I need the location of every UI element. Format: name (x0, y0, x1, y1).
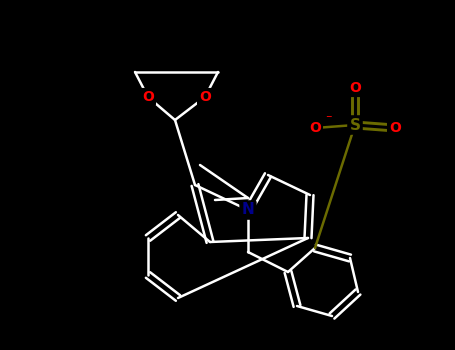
Text: O: O (199, 90, 211, 104)
Text: O: O (142, 90, 154, 104)
Text: ⁻: ⁻ (325, 113, 332, 126)
Text: S: S (349, 118, 360, 133)
Text: N: N (242, 203, 254, 217)
Text: O: O (309, 121, 321, 135)
Text: O: O (389, 121, 401, 135)
Text: O: O (349, 81, 361, 95)
